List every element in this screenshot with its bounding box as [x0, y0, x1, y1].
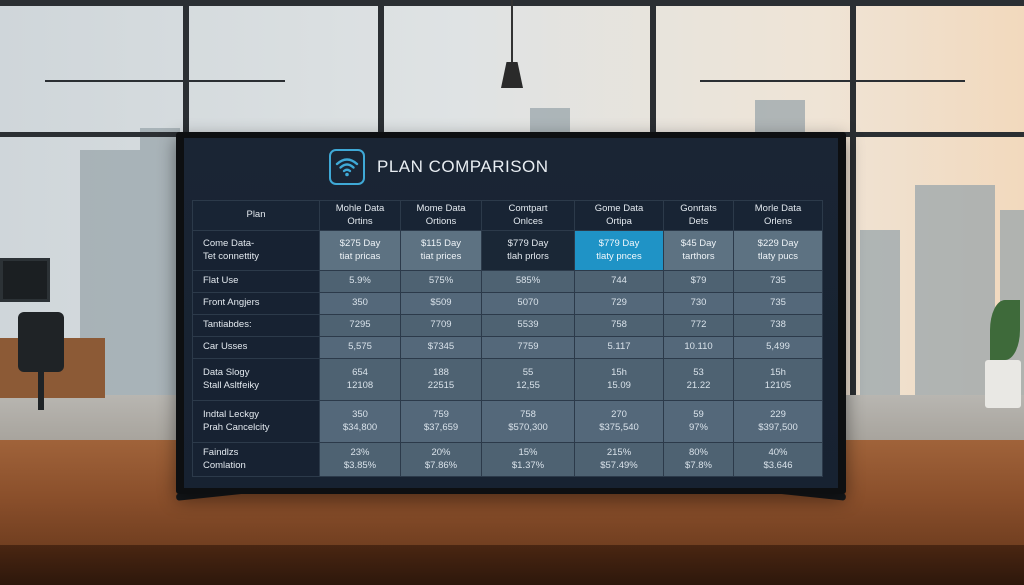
price-cell[interactable]: $45 Day tarthors [663, 230, 734, 271]
table-cell: 15% $1.37% [481, 442, 575, 477]
price-cell[interactable]: $115 Day tiat prices [400, 230, 482, 271]
table-cell: 758 $570,300 [481, 400, 575, 443]
table-cell: 738 [733, 314, 823, 337]
screen: PLAN COMPARISON Plan Mohle Data Ortins M… [184, 138, 838, 488]
table-cell: 7759 [481, 336, 575, 359]
column-header[interactable]: Comtpart Onlces [481, 200, 575, 231]
table-row: Come Data- Tet connettity $275 Day tiat … [192, 230, 823, 271]
table-row: Front Angjers 350 $509 5070 729 730 735 [192, 292, 823, 315]
table-cell: 10.110 [663, 336, 734, 359]
table-cell: 270 $375,540 [574, 400, 664, 443]
table-cell: 7709 [400, 314, 482, 337]
table-cell: 15h 12105 [733, 358, 823, 401]
pendant-lamp [501, 62, 523, 88]
row-label: Data Slogy Stall Asltfeiky [192, 358, 320, 401]
table-cell: 654 12108 [319, 358, 401, 401]
table-row: Car Usses 5,575 $7345 7759 5.117 10.110 … [192, 336, 823, 359]
table-cell: $7345 [400, 336, 482, 359]
row-label: Faindlzs Comlation [192, 442, 320, 477]
table-cell: 55 12,55 [481, 358, 575, 401]
plant-pot [985, 360, 1021, 408]
row-label: Tantiabdes: [192, 314, 320, 337]
row-label: Car Usses [192, 336, 320, 359]
table-cell: 759 $37,659 [400, 400, 482, 443]
plant [990, 300, 1020, 360]
table-cell: 5070 [481, 292, 575, 315]
row-label: Indtal Leckgy Prah Cancelcity [192, 400, 320, 443]
building [860, 230, 900, 400]
row-label: Front Angjers [192, 292, 320, 315]
office-chair-base [38, 370, 44, 410]
table-cell: 585% [481, 270, 575, 293]
table-header-row: Plan Mohle Data Ortins Mome Data Ortions… [192, 200, 823, 231]
ceiling-rail [45, 80, 285, 82]
table-cell: 53 21.22 [663, 358, 734, 401]
table-row: Tantiabdes: 7295 7709 5539 758 772 738 [192, 314, 823, 337]
table-cell: 229 $397,500 [733, 400, 823, 443]
plan-comparison-table: Plan Mohle Data Ortins Mome Data Ortions… [192, 200, 823, 477]
building [915, 185, 995, 400]
column-header[interactable]: Gome Data Ortipa [574, 200, 664, 231]
column-header[interactable]: Gonrtats Dets [663, 200, 734, 231]
price-cell[interactable]: $229 Day tlaty pucs [733, 230, 823, 271]
table-cell: 350 $34,800 [319, 400, 401, 443]
table-cell: 744 [574, 270, 664, 293]
tv-display: PLAN COMPARISON Plan Mohle Data Ortins M… [176, 132, 846, 494]
building [140, 128, 180, 398]
row-label: Flat Use [192, 270, 320, 293]
page-title: PLAN COMPARISON [377, 157, 549, 176]
header: PLAN COMPARISON [329, 146, 549, 188]
table-cell: 15h 15.09 [574, 358, 664, 401]
lamp-cord [511, 0, 513, 64]
table-row: Faindlzs Comlation 23% $3.85% 20% $7.86%… [192, 442, 823, 477]
table-cell: 59 97% [663, 400, 734, 443]
table-cell: $509 [400, 292, 482, 315]
table-cell: 730 [663, 292, 734, 315]
table-cell: 735 [733, 292, 823, 315]
column-header[interactable]: Mohle Data Ortins [319, 200, 401, 231]
table-cell: 5539 [481, 314, 575, 337]
column-header[interactable]: Morle Data Orlens [733, 200, 823, 231]
table-cell: 7295 [319, 314, 401, 337]
table-cell: 23% $3.85% [319, 442, 401, 477]
table-cell: 5.117 [574, 336, 664, 359]
table-cell: 5.9% [319, 270, 401, 293]
table-cell: $79 [663, 270, 734, 293]
price-cell[interactable]: $779 Day tlah prlors [481, 230, 575, 271]
table-row: Flat Use 5.9% 575% 585% 744 $79 735 [192, 270, 823, 293]
price-cell-highlighted[interactable]: $779 Day tlaty pnces [574, 230, 664, 271]
table-cell: 5,499 [733, 336, 823, 359]
row-label: Come Data- Tet connettity [192, 230, 320, 271]
column-header[interactable]: Mome Data Ortions [400, 200, 482, 231]
table-cell: 350 [319, 292, 401, 315]
wifi-icon-glyph [335, 158, 359, 177]
table-cell: 729 [574, 292, 664, 315]
table-cell: 575% [400, 270, 482, 293]
table-cell: 40% $3.646 [733, 442, 823, 477]
background-monitor [0, 258, 50, 302]
table-cell: 735 [733, 270, 823, 293]
table-cell: 772 [663, 314, 734, 337]
table-row: Indtal Leckgy Prah Cancelcity 350 $34,80… [192, 400, 823, 443]
price-cell[interactable]: $275 Day tiat pricas [319, 230, 401, 271]
table-cell: 215% $57.49% [574, 442, 664, 477]
table-row: Data Slogy Stall Asltfeiky 654 12108 188… [192, 358, 823, 401]
desk-edge [0, 545, 1024, 585]
ceiling-rail [700, 80, 965, 82]
window-frame [850, 0, 856, 400]
window-frame [650, 0, 656, 140]
table-cell: 80% $7.8% [663, 442, 734, 477]
office-chair [18, 312, 64, 372]
window-frame [378, 0, 384, 140]
table-cell: 5,575 [319, 336, 401, 359]
corner-header: Plan [192, 200, 320, 231]
wifi-icon [329, 149, 365, 185]
table-cell: 758 [574, 314, 664, 337]
table-cell: 20% $7.86% [400, 442, 482, 477]
table-cell: 188 22515 [400, 358, 482, 401]
